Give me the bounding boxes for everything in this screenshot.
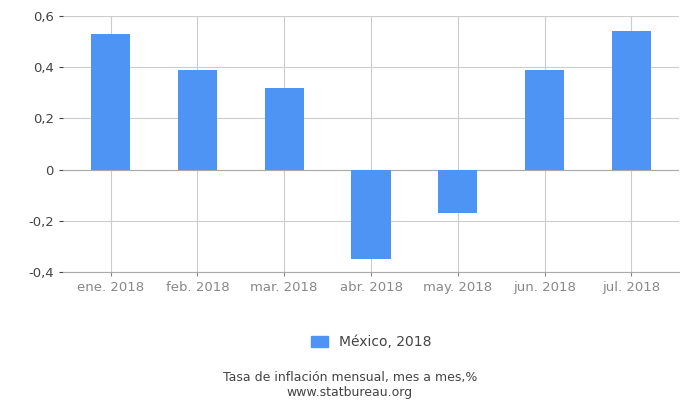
- Text: www.statbureau.org: www.statbureau.org: [287, 386, 413, 399]
- Text: Tasa de inflación mensual, mes a mes,%: Tasa de inflación mensual, mes a mes,%: [223, 372, 477, 384]
- Bar: [178, 70, 217, 170]
- Bar: [351, 170, 391, 259]
- Legend: México, 2018: México, 2018: [311, 335, 431, 349]
- Bar: [265, 88, 304, 170]
- Bar: [612, 31, 651, 170]
- Bar: [438, 170, 477, 213]
- Bar: [525, 70, 564, 170]
- Bar: [91, 34, 130, 170]
